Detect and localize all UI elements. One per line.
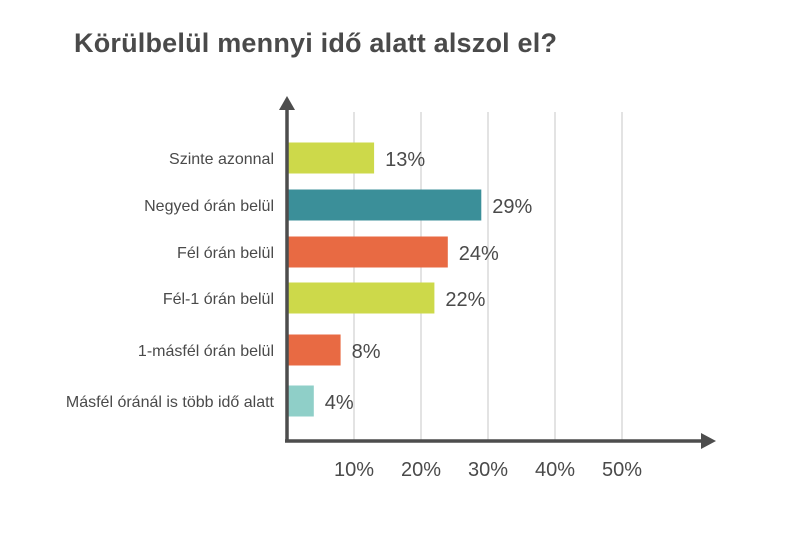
- x-tick-label: 20%: [401, 459, 441, 481]
- bar: [287, 236, 448, 268]
- bar: [287, 334, 341, 366]
- category-label: 1-másfél órán belül: [138, 343, 274, 360]
- x-tick-label: 30%: [468, 459, 508, 481]
- category-label: Másfél óránál is több idő alatt: [66, 394, 275, 411]
- category-label: Szinte azonnal: [169, 151, 274, 168]
- x-tick-label: 10%: [334, 459, 374, 481]
- category-label: Fél órán belül: [177, 245, 274, 262]
- chart-title: Körülbelül mennyi idő alatt alszol el?: [74, 28, 558, 58]
- y-axis-arrow: [279, 96, 295, 110]
- x-tick-label: 40%: [535, 459, 575, 481]
- value-label: 4%: [325, 392, 354, 414]
- category-label: Fél-1 órán belül: [163, 291, 274, 308]
- bar: [287, 189, 482, 221]
- x-tick-label: 50%: [602, 459, 642, 481]
- category-label: Negyed órán belül: [144, 198, 274, 215]
- value-label: 29%: [492, 196, 532, 218]
- value-label: 22%: [445, 289, 485, 311]
- value-label: 8%: [352, 341, 381, 363]
- axes: [279, 96, 716, 449]
- value-label: 24%: [459, 243, 499, 265]
- bar: [287, 282, 435, 314]
- bars: [287, 142, 482, 417]
- bar: [287, 385, 314, 417]
- x-axis-arrow: [701, 433, 716, 449]
- labels: 10% 20% 30% 40% 50% Szinte azonnal 13% Negyed ó…: [66, 149, 642, 481]
- value-label: 13%: [385, 149, 425, 171]
- bar: [287, 142, 375, 174]
